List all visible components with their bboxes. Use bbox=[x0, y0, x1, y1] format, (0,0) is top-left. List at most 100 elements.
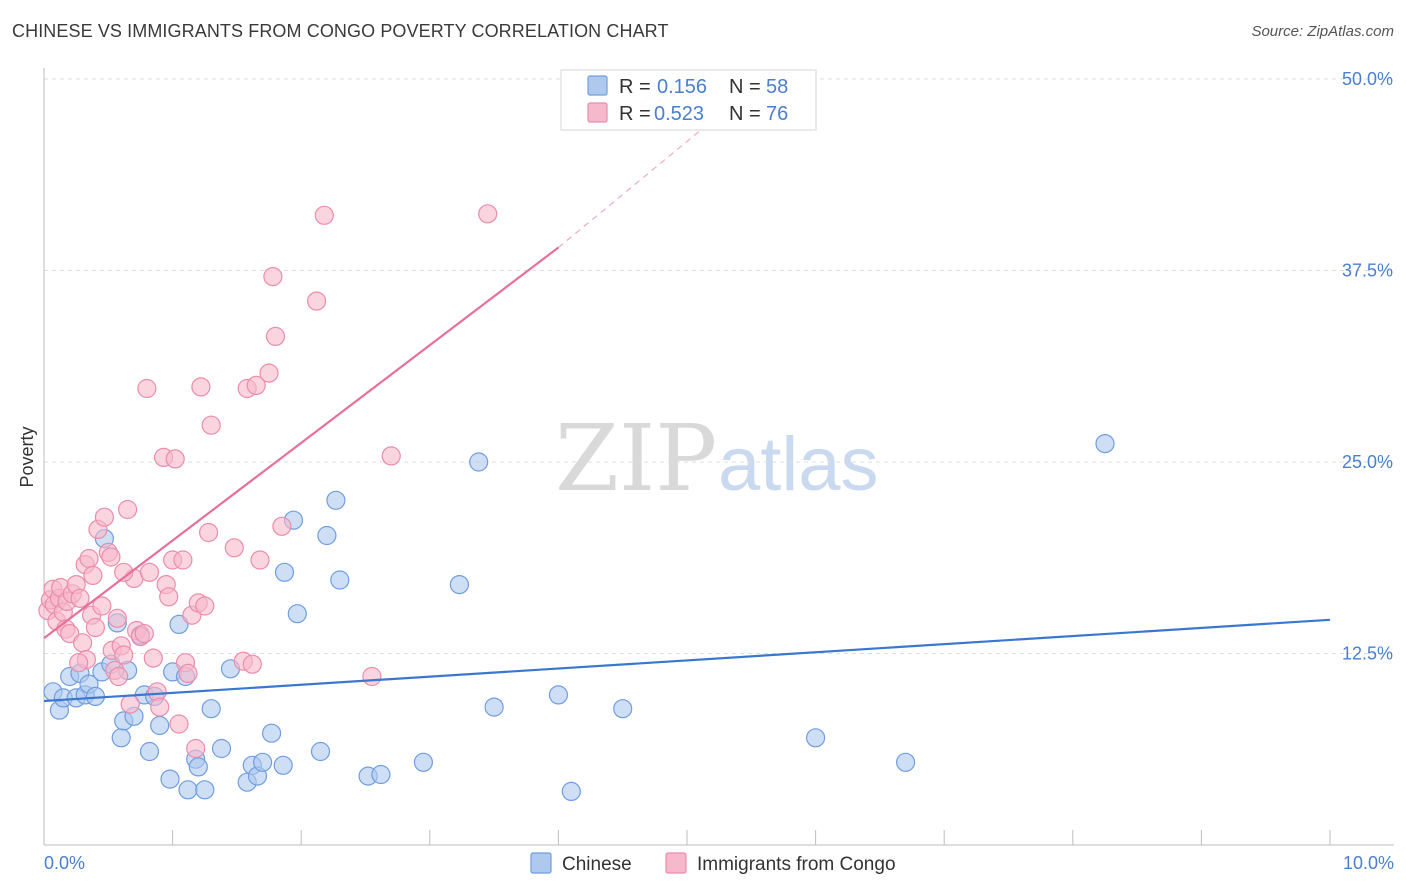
congo-point-75 bbox=[114, 562, 134, 582]
congo-point-49 bbox=[173, 550, 193, 570]
congo-point-55 bbox=[191, 377, 211, 397]
congo-trend-line bbox=[43, 246, 560, 640]
bottom-legend-label-congo: Immigrants from Congo bbox=[697, 854, 896, 875]
legend-n-value-congo: 76 bbox=[766, 103, 788, 125]
congo-point-70 bbox=[314, 205, 334, 225]
congo-point-23 bbox=[94, 507, 115, 527]
legend-r-value-congo: 0.523 bbox=[654, 103, 704, 125]
chinese-point-43 bbox=[317, 525, 337, 546]
y-tick-label-2: 37.5% bbox=[1342, 261, 1393, 281]
congo-point-17 bbox=[79, 548, 99, 569]
y-tick-label-1: 25.0% bbox=[1342, 452, 1393, 472]
chinese-point-31 bbox=[211, 738, 232, 759]
watermark-atlas: atlas bbox=[718, 422, 879, 507]
congo-point-74 bbox=[69, 653, 89, 673]
legend-n-value-chinese: 58 bbox=[766, 76, 788, 98]
congo-point-32 bbox=[117, 499, 138, 520]
chinese-point-21 bbox=[150, 715, 170, 736]
y-tick-labels: 12.5% 25.0% 37.5% 50.0% bbox=[1342, 69, 1393, 664]
congo-point-62 bbox=[242, 654, 262, 674]
legend-r-label-congo: R = bbox=[619, 103, 651, 125]
series-chinese-points bbox=[43, 434, 1115, 802]
congo-point-64 bbox=[250, 550, 270, 570]
y-axis-title: Poverty bbox=[17, 426, 37, 487]
x-tick-label-max: 10.0% bbox=[1343, 853, 1394, 873]
bottom-legend-swatch-congo bbox=[665, 852, 687, 874]
congo-point-38 bbox=[137, 378, 157, 399]
chinese-point-44 bbox=[326, 490, 346, 510]
congo-point-59 bbox=[224, 538, 244, 558]
congo-point-57 bbox=[199, 522, 219, 543]
congo-point-39 bbox=[139, 562, 160, 582]
chinese-point-30 bbox=[201, 699, 221, 719]
source-credit: Source: ZipAtlas.com bbox=[1251, 23, 1394, 40]
congo-point-69 bbox=[307, 291, 327, 311]
congo-point-65 bbox=[259, 363, 279, 383]
congo-point-22 bbox=[92, 596, 112, 616]
chinese-point-56 bbox=[895, 752, 916, 772]
congo-point-58 bbox=[201, 415, 221, 435]
chinese-point-51 bbox=[484, 697, 504, 717]
legend-swatch-chinese bbox=[587, 75, 608, 96]
chinese-point-53 bbox=[561, 781, 581, 802]
chinese-point-41 bbox=[287, 604, 307, 624]
chinese-trend-line bbox=[43, 618, 1331, 703]
x-tick-label-min: 0.0% bbox=[44, 853, 85, 873]
chinese-point-28 bbox=[188, 757, 208, 777]
chinese-point-39 bbox=[274, 562, 295, 582]
chinese-point-55 bbox=[805, 728, 826, 748]
chinese-point-50 bbox=[469, 452, 489, 472]
gridlines bbox=[44, 78, 1394, 654]
series-congo-points bbox=[38, 204, 498, 759]
legend-r-value-chinese: 0.156 bbox=[657, 76, 707, 98]
congo-point-31 bbox=[114, 645, 134, 665]
chinese-point-22 bbox=[160, 769, 180, 789]
congo-point-14 bbox=[72, 633, 93, 653]
series-legend: Chinese Immigrants from Congo bbox=[530, 852, 896, 875]
chinese-point-48 bbox=[413, 752, 433, 772]
legend-r-label-chinese: R = bbox=[619, 76, 651, 98]
chinese-point-29 bbox=[195, 780, 215, 800]
chinese-point-57 bbox=[1095, 434, 1115, 454]
congo-trend-extension bbox=[558, 109, 726, 248]
congo-point-73 bbox=[478, 204, 498, 224]
congo-point-13 bbox=[70, 588, 90, 608]
chinese-point-45 bbox=[330, 570, 350, 590]
congo-point-19 bbox=[83, 565, 103, 586]
congo-point-53 bbox=[186, 738, 206, 759]
congo-point-42 bbox=[150, 697, 170, 717]
legend-n-label-chinese: N = bbox=[729, 76, 761, 98]
congo-point-67 bbox=[265, 326, 286, 346]
chinese-point-38 bbox=[273, 755, 293, 775]
chinese-point-19 bbox=[139, 741, 160, 762]
congo-point-63 bbox=[246, 375, 266, 395]
bottom-legend-label-chinese: Chinese bbox=[562, 854, 632, 875]
congo-point-28 bbox=[107, 608, 127, 628]
chinese-point-49 bbox=[449, 574, 469, 595]
congo-point-51 bbox=[178, 663, 198, 684]
congo-point-66 bbox=[263, 267, 283, 287]
congo-point-33 bbox=[120, 694, 140, 714]
chinese-point-13 bbox=[111, 728, 131, 748]
chart-title: CHINESE VS IMMIGRANTS FROM CONGO POVERTY… bbox=[12, 21, 669, 41]
correlation-legend: R = 0.156 N = 58 R = 0.523 N = 76 bbox=[560, 69, 817, 131]
y-tick-label-0: 12.5% bbox=[1342, 644, 1393, 664]
chinese-point-54 bbox=[613, 699, 633, 719]
congo-point-68 bbox=[272, 516, 292, 536]
x-tick-marks bbox=[43, 830, 1331, 845]
chinese-point-47 bbox=[371, 764, 391, 785]
trend-lines bbox=[43, 109, 1331, 703]
congo-point-10 bbox=[60, 623, 80, 644]
congo-point-40 bbox=[143, 648, 163, 668]
congo-point-48 bbox=[169, 714, 189, 734]
bottom-legend-swatch-chinese bbox=[530, 852, 552, 874]
congo-point-56 bbox=[195, 596, 215, 616]
chinese-point-36 bbox=[253, 752, 273, 772]
congo-point-25 bbox=[101, 547, 121, 567]
legend-swatch-congo bbox=[587, 102, 608, 123]
y-tick-label-3: 50.0% bbox=[1342, 69, 1393, 89]
chinese-point-26 bbox=[178, 780, 198, 800]
chinese-point-42 bbox=[310, 741, 331, 762]
congo-point-37 bbox=[134, 623, 154, 644]
